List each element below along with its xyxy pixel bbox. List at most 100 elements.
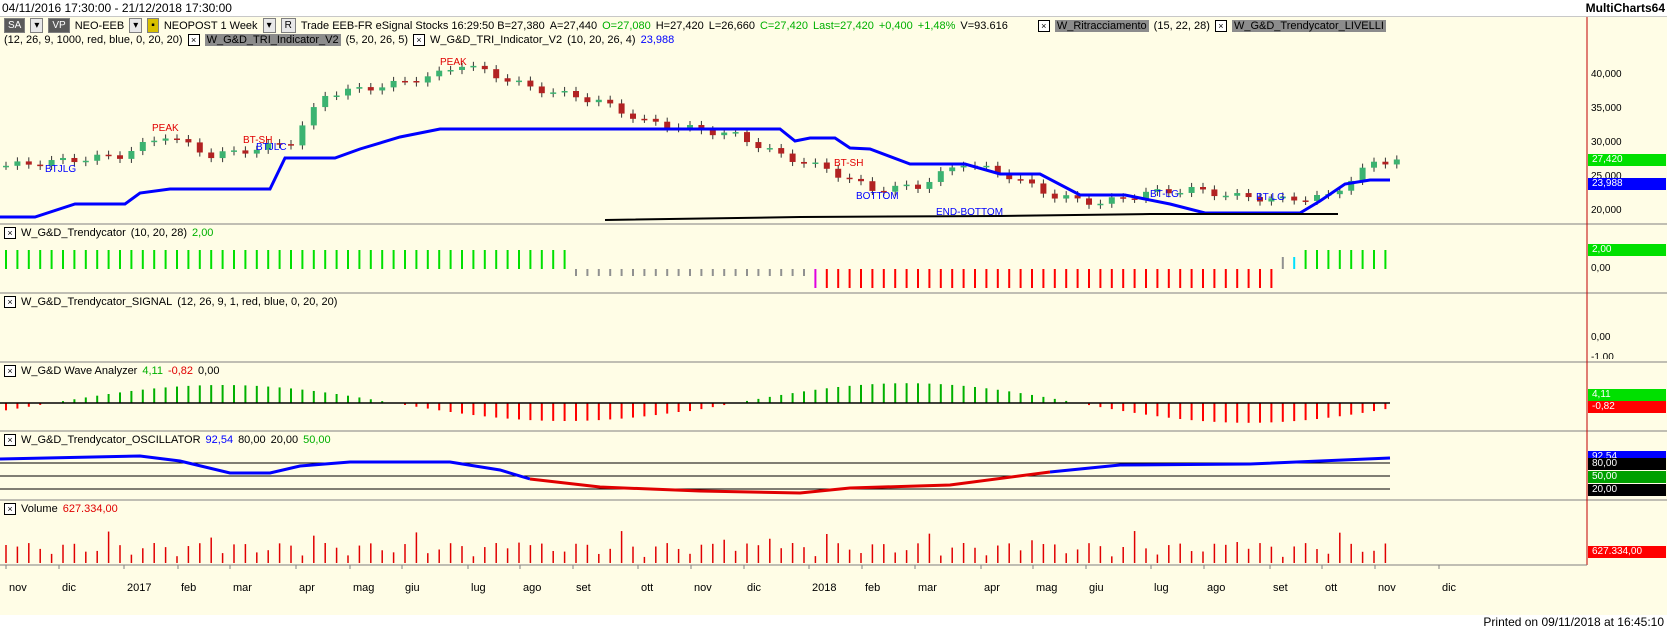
candle-body xyxy=(402,80,408,83)
candle-body xyxy=(1177,192,1184,195)
close-study-icon[interactable]: × xyxy=(1214,19,1227,32)
time-axis-label: mag xyxy=(1036,582,1058,594)
bottom-label: BOTTOM xyxy=(856,191,899,202)
open-value: O=27,080 xyxy=(602,19,651,32)
osc-v1: 92,54 xyxy=(205,434,234,446)
date-range: 04/11/2016 17:30:00 - 21/12/2018 17:30:0… xyxy=(2,1,232,15)
sa-button[interactable]: SA xyxy=(4,18,26,33)
candle-body xyxy=(1234,193,1241,196)
time-axis-label: 2018 xyxy=(812,582,837,594)
dropdown-icon[interactable]: ▾ xyxy=(30,18,44,33)
candle-body xyxy=(721,132,728,136)
low-value: L=26,660 xyxy=(708,19,755,32)
vp-button[interactable]: VP xyxy=(48,18,70,33)
candle-body xyxy=(174,138,180,141)
candle-body xyxy=(345,88,351,96)
candle-body xyxy=(1131,198,1138,200)
color-button[interactable]: ▪ xyxy=(147,18,159,33)
study-tri-2[interactable]: W_G&D_TRI_Indicator_V2 xyxy=(430,34,563,46)
osc-tag-80: 80,00 xyxy=(1588,458,1666,470)
volume-name: Volume xyxy=(21,503,58,515)
close-study-icon[interactable]: × xyxy=(187,34,200,46)
r-button[interactable]: R xyxy=(280,18,296,33)
bt-sh-label: BT-SH xyxy=(243,135,273,146)
time-axis-label: apr xyxy=(984,582,1000,594)
candle-body xyxy=(424,76,431,83)
study-livelli[interactable]: W_G&D_Trendycator_LIVELLI xyxy=(1231,19,1386,32)
candle-body xyxy=(14,161,21,166)
osc-tag-20: 20,00 xyxy=(1588,484,1666,496)
title-bar: 04/11/2016 17:30:00 - 21/12/2018 17:30:0… xyxy=(0,0,1667,17)
close-study-icon[interactable]: × xyxy=(4,227,16,239)
candle-body xyxy=(1257,197,1263,202)
price-tick: 25,000 xyxy=(1591,171,1622,182)
time-axis-label: mar xyxy=(918,582,937,594)
candle-body xyxy=(253,149,260,154)
close-study-icon[interactable]: × xyxy=(413,34,426,46)
candle-body xyxy=(276,143,283,145)
time-axis-label: feb xyxy=(865,582,881,594)
candle-body xyxy=(288,144,294,146)
candle-body xyxy=(630,113,636,119)
candle-body xyxy=(744,132,750,143)
close-study-icon[interactable]: × xyxy=(1037,19,1050,32)
candle-body xyxy=(1143,191,1149,199)
candle-body xyxy=(94,154,101,161)
time-axis-label: apr xyxy=(299,582,315,594)
candle-body xyxy=(858,178,864,182)
osc-v4: 50,00 xyxy=(303,434,331,446)
candle-body xyxy=(196,142,203,153)
candle-body xyxy=(413,81,420,83)
chart-canvas[interactable] xyxy=(0,17,1667,615)
time-axis-label: mar xyxy=(233,582,252,594)
candle-body xyxy=(1097,203,1104,206)
resolution-dropdown-icon[interactable]: ▾ xyxy=(262,18,276,33)
candle-body xyxy=(231,150,237,152)
candle-body xyxy=(926,181,933,189)
candle-body xyxy=(1040,183,1047,194)
signal-tick: -1,00 xyxy=(1591,352,1614,359)
candle-body xyxy=(766,148,773,150)
candle-body xyxy=(481,65,488,70)
trend-name: W_G&D_Trendycator xyxy=(21,227,126,239)
candle-body xyxy=(265,143,272,150)
candle-body xyxy=(1382,161,1389,165)
end-bottom-label: END-BOTTOM xyxy=(936,207,1004,218)
time-axis-label: lug xyxy=(1154,582,1169,594)
price-tick: 20,000 xyxy=(1591,205,1622,216)
candle-body xyxy=(25,161,32,165)
symbol-dropdown-icon[interactable]: ▾ xyxy=(129,18,143,33)
candle-body xyxy=(1063,195,1070,199)
study-params: (12, 26, 9, 1000, red, blue, 0, 20, 20) xyxy=(4,34,183,46)
close-study-icon[interactable]: × xyxy=(4,434,16,446)
candle-body xyxy=(151,140,158,143)
candle-body xyxy=(1245,193,1252,198)
candle-body xyxy=(1086,198,1092,205)
volume-value: 627.334,00 xyxy=(62,503,118,515)
osc-line-blue xyxy=(0,454,531,481)
high-value: H=27,420 xyxy=(655,19,704,32)
candle-body xyxy=(652,118,659,122)
candle-body xyxy=(892,185,899,192)
candle-body xyxy=(459,66,465,70)
time-axis-label: ago xyxy=(1207,582,1226,594)
candle-body xyxy=(1051,193,1058,199)
close-study-icon[interactable]: × xyxy=(4,503,16,515)
candle-body xyxy=(208,152,215,159)
candle-body xyxy=(755,142,762,149)
close-study-icon[interactable]: × xyxy=(4,365,16,377)
study-ritracciamento[interactable]: W_Ritracciamento xyxy=(1054,19,1149,32)
candle-body xyxy=(37,164,44,167)
candle-body xyxy=(219,151,226,159)
chart-window[interactable]: SA ▾ VP NEO-EEB ▾ ▪ NEOPOST 1 Week ▾ R T… xyxy=(0,17,1667,615)
candle-body xyxy=(1291,196,1298,201)
candle-body xyxy=(1006,173,1013,180)
candle-body xyxy=(105,154,112,157)
time-axis-label: ago xyxy=(523,582,542,594)
candle-body xyxy=(937,171,944,182)
support-line xyxy=(604,213,1338,221)
study-tri-1[interactable]: W_G&D_TRI_Indicator_V2 xyxy=(204,34,341,46)
candle-body xyxy=(1017,179,1024,181)
bt-lg-label: BT-LG xyxy=(1256,192,1285,203)
close-study-icon[interactable]: × xyxy=(4,296,16,308)
